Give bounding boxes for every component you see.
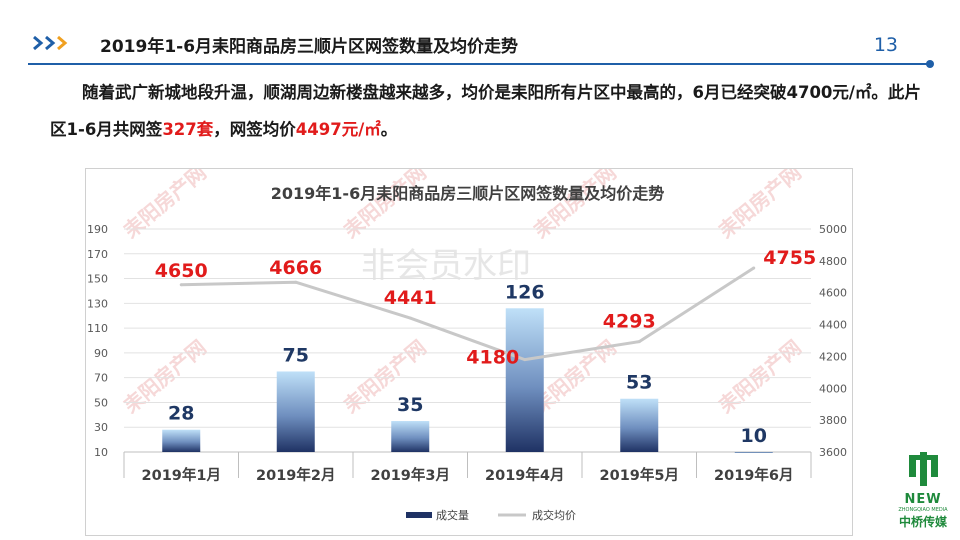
watermark-brand: 耒阳房产网 (339, 169, 431, 243)
legend-label-bar: 成交量 (436, 508, 469, 522)
y-left-tick-label: 190 (87, 223, 108, 236)
x-tick-label: 2019年1月 (142, 466, 221, 484)
price-point (523, 358, 527, 362)
y-right-tick-label: 4800 (819, 255, 847, 268)
summary-paragraph: 随着武广新城地段升温，顺湖周边新楼盘越来越多，均价是耒阳所有片区中最高的，6月已… (50, 74, 935, 148)
y-right-tick-label: 4000 (819, 382, 847, 395)
y-right-tick-label: 3800 (819, 414, 847, 427)
bar-data-label: 10 (741, 425, 767, 447)
y-left-tick-label: 130 (87, 297, 108, 310)
y-right-tick-label: 3600 (819, 446, 847, 459)
line-data-label: 4666 (269, 257, 322, 279)
price-point (294, 280, 298, 284)
bar (734, 452, 773, 453)
y-right-tick-label: 4200 (819, 350, 847, 363)
summary-avg-price: 4497元/㎡ (295, 120, 381, 139)
price-point (408, 316, 412, 320)
company-logo: NEW ZHONGQIAO MEDIA 中桥传媒 (886, 452, 960, 540)
chevron-right-icon (33, 35, 68, 51)
y-left-tick-label: 110 (87, 322, 108, 335)
y-left-tick-label: 10 (94, 446, 108, 459)
x-tick-label: 2019年3月 (371, 466, 450, 484)
page-number: 13 (873, 34, 898, 56)
x-tick-label: 2019年5月 (600, 466, 679, 484)
y-left-tick-label: 90 (94, 347, 108, 360)
price-line (181, 266, 755, 362)
page-title: 2019年1-6月耒阳商品房三顺片区网签数量及均价走势 (100, 37, 519, 57)
bar-data-label: 53 (626, 372, 652, 394)
bar (505, 308, 544, 452)
logo-cn-text: 中桥传媒 (898, 515, 947, 529)
line-data-label: 4755 (763, 247, 816, 269)
x-tick-label: 2019年4月 (485, 466, 564, 484)
bar (620, 398, 659, 452)
line-data-label: 4180 (466, 347, 519, 369)
bar-data-label: 28 (168, 403, 194, 425)
bar-data-label: 75 (283, 344, 309, 366)
watermark-brand: 耒阳房产网 (119, 169, 211, 243)
bar (162, 429, 201, 452)
watermark-brand: 耒阳房产网 (714, 335, 806, 418)
y-left-tick-label: 150 (87, 273, 108, 286)
line-data-label: 4441 (384, 287, 437, 309)
watermark-brand: 耒阳房产网 (529, 169, 621, 243)
legend-label-line: 成交均价 (532, 508, 576, 522)
summary-text-3: 。 (380, 120, 398, 139)
y-left-tick-label: 30 (94, 421, 108, 434)
y-left-tick-label: 170 (87, 248, 108, 261)
logo-sub-text: ZHONGQIAO MEDIA (898, 507, 948, 513)
y-right-tick-label: 4600 (819, 287, 847, 300)
price-point (637, 340, 641, 344)
chart-panel: 耒阳房产网 耒阳房产网 耒阳房产网 耒阳房产网 耒阳房产网 耒阳房产网 耒阳房产网 耒阳房产网… (85, 168, 853, 536)
y-left-tick-label: 70 (94, 372, 108, 385)
y-right-tick-label: 4400 (819, 319, 847, 332)
x-tick-label: 2019年2月 (256, 466, 335, 484)
bar-data-label: 35 (397, 394, 423, 416)
logo-mark-icon (909, 452, 938, 486)
chart-title: 2019年1-6月耒阳商品房三顺片区网签数量及均价走势 (271, 184, 664, 203)
price-point (752, 266, 756, 270)
watermark-brand: 耒阳房产网 (119, 335, 211, 418)
summary-count: 327套 (162, 120, 214, 139)
x-tick-label: 2019年6月 (714, 466, 793, 484)
bar (391, 421, 430, 452)
summary-text-2: ，网签均价 (213, 120, 296, 139)
line-data-label: 4293 (603, 311, 656, 333)
watermark-brand: 耒阳房产网 (714, 169, 806, 243)
price-point (179, 283, 183, 287)
bar (276, 371, 315, 452)
logo-new-text: NEW (904, 492, 942, 507)
legend-swatch-bar (406, 512, 432, 518)
y-left-tick-label: 50 (94, 396, 108, 409)
line-data-label: 4650 (155, 260, 208, 282)
bar-data-label: 126 (505, 281, 545, 303)
header-divider (28, 60, 934, 68)
watermark-text: 非会员水印 (361, 246, 531, 286)
y-right-tick-label: 5000 (819, 223, 847, 236)
summary-text-1: 随着武广新城地段升温，顺湖周边新楼盘越来越多，均价是耒阳所有片区中最高的，6月已… (50, 83, 921, 139)
